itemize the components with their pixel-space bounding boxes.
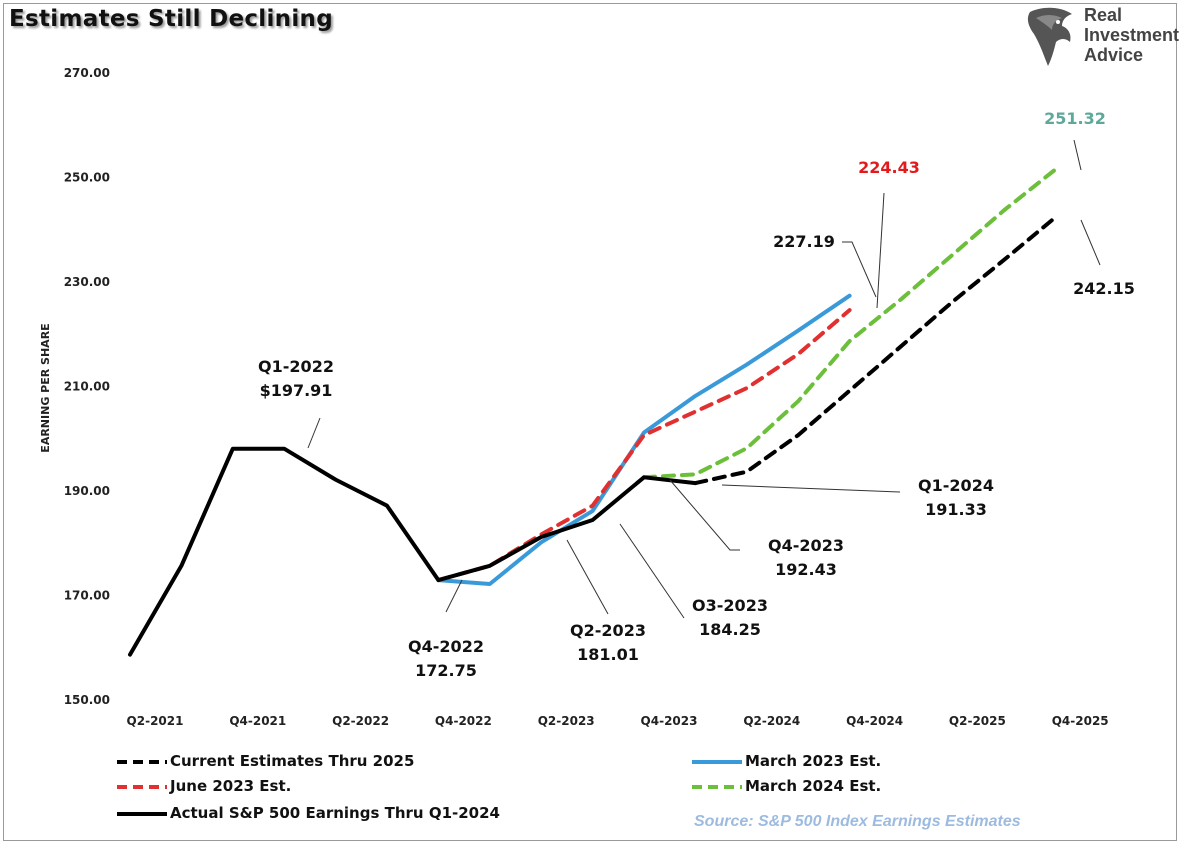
chart-frame: [3, 3, 1177, 841]
leader-q2-2023: [566, 539, 609, 615]
annotation-q2-2023-value: 181.01: [577, 645, 639, 664]
logo-line2: Investment: [1084, 25, 1180, 45]
x-tick-label: Q4-2024: [846, 714, 903, 728]
annotation-q1-2024: Q1-2024: [918, 476, 994, 495]
axes: 150.00 170.00 190.00 210.00 230.00 250.00 270.…: [39, 66, 1109, 728]
annotation-q4-2022-value: 172.75: [415, 661, 477, 680]
series-march2023: [436, 293, 852, 586]
x-tick-label: Q4-2021: [229, 714, 286, 728]
y-tick-label: 170.00: [64, 589, 110, 603]
series-current: [693, 215, 1058, 486]
annotation-q4-2023: Q4-2023: [768, 536, 844, 555]
leader-march2023-end: [842, 241, 877, 298]
brand-logo: Real Investment Advice: [1022, 4, 1182, 70]
leader-q4-2023: [669, 479, 740, 551]
y-axis-label: EARNING PER SHARE: [39, 323, 52, 452]
x-tick-label: Q4-2023: [641, 714, 698, 728]
series-actual: [128, 446, 698, 657]
y-tick-label: 270.00: [64, 66, 110, 80]
x-tick-label: Q2-2025: [949, 714, 1006, 728]
series-lines: [128, 167, 1058, 657]
x-tick-label: Q2-2021: [127, 714, 184, 728]
y-tick-label: 190.00: [64, 484, 110, 498]
logo-line3: Advice: [1084, 45, 1144, 65]
source-note: Source: S&P 500 Index Earnings Estimates: [694, 813, 1021, 830]
series-june2023: [436, 308, 852, 583]
x-tick-label: Q2-2024: [743, 714, 800, 728]
leader-q3-2023: [619, 523, 685, 619]
x-tick-label: Q2-2022: [332, 714, 389, 728]
annotation-q3-2023-value: 184.25: [699, 620, 761, 639]
y-tick-label: 230.00: [64, 275, 110, 289]
leader-june2023-end: [876, 192, 885, 309]
y-tick-label: 210.00: [64, 380, 110, 394]
chart-title: Estimates Still Declining: [9, 6, 333, 32]
annotations: Q1-2022 $197.91 Q4-2022 172.75 Q2-2023 181.01…: [258, 109, 1135, 680]
annotation-march2023-end: 227.19: [773, 232, 835, 251]
annotation-q2-2023: Q2-2023: [570, 621, 646, 640]
y-tick-label: 250.00: [64, 171, 110, 185]
x-tick-label: Q4-2025: [1052, 714, 1109, 728]
eagle-head-icon: [1027, 7, 1072, 67]
x-tick-label: Q4-2022: [435, 714, 492, 728]
annotation-q1-2022-value: $197.91: [260, 381, 333, 400]
x-tick-label: Q2-2023: [538, 714, 595, 728]
y-tick-label: 150.00: [64, 693, 110, 707]
leader-q1-2024: [721, 484, 901, 493]
leader-q4-2022: [445, 579, 463, 613]
annotation-q4-2022: Q4-2022: [408, 637, 484, 656]
annotation-march2024-end: 251.32: [1044, 109, 1106, 128]
annotation-q1-2022: Q1-2022: [258, 357, 334, 376]
leader-march2024-end: [1073, 139, 1082, 171]
annotation-q1-2024-value: 191.33: [925, 500, 987, 519]
annotation-june2023-end: 224.43: [858, 158, 920, 177]
annotation-current-end: 242.15: [1073, 279, 1135, 298]
logo-line1: Real: [1084, 5, 1123, 25]
leader-current-end: [1080, 219, 1101, 266]
annotation-q4-2023-value: 192.43: [775, 560, 837, 579]
series-march2024: [642, 167, 1058, 480]
leader-q1-2022: [307, 417, 321, 449]
annotation-q3-2023: O3-2023: [692, 596, 768, 615]
